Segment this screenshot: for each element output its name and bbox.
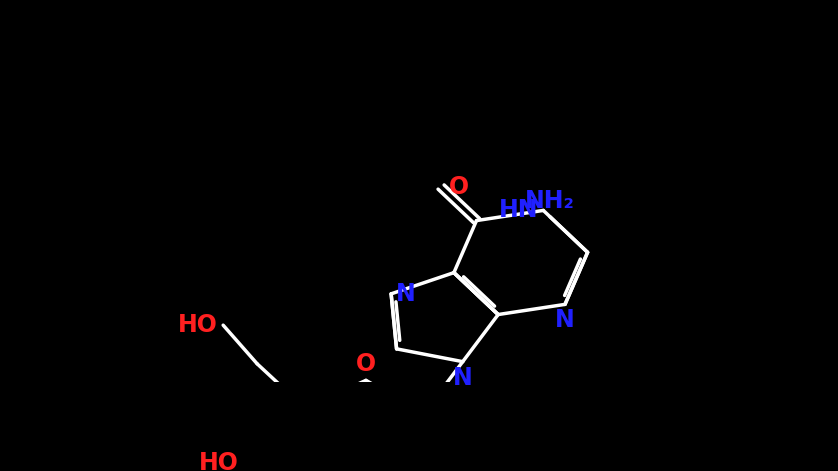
Text: HO: HO: [199, 451, 239, 471]
Text: N: N: [453, 365, 473, 390]
Text: NH₂: NH₂: [525, 189, 575, 212]
Text: O: O: [356, 352, 376, 376]
Text: N: N: [555, 309, 575, 333]
Text: HO: HO: [178, 313, 218, 337]
Text: N: N: [396, 282, 416, 306]
Text: HN: HN: [499, 198, 538, 222]
Text: O: O: [449, 175, 469, 199]
